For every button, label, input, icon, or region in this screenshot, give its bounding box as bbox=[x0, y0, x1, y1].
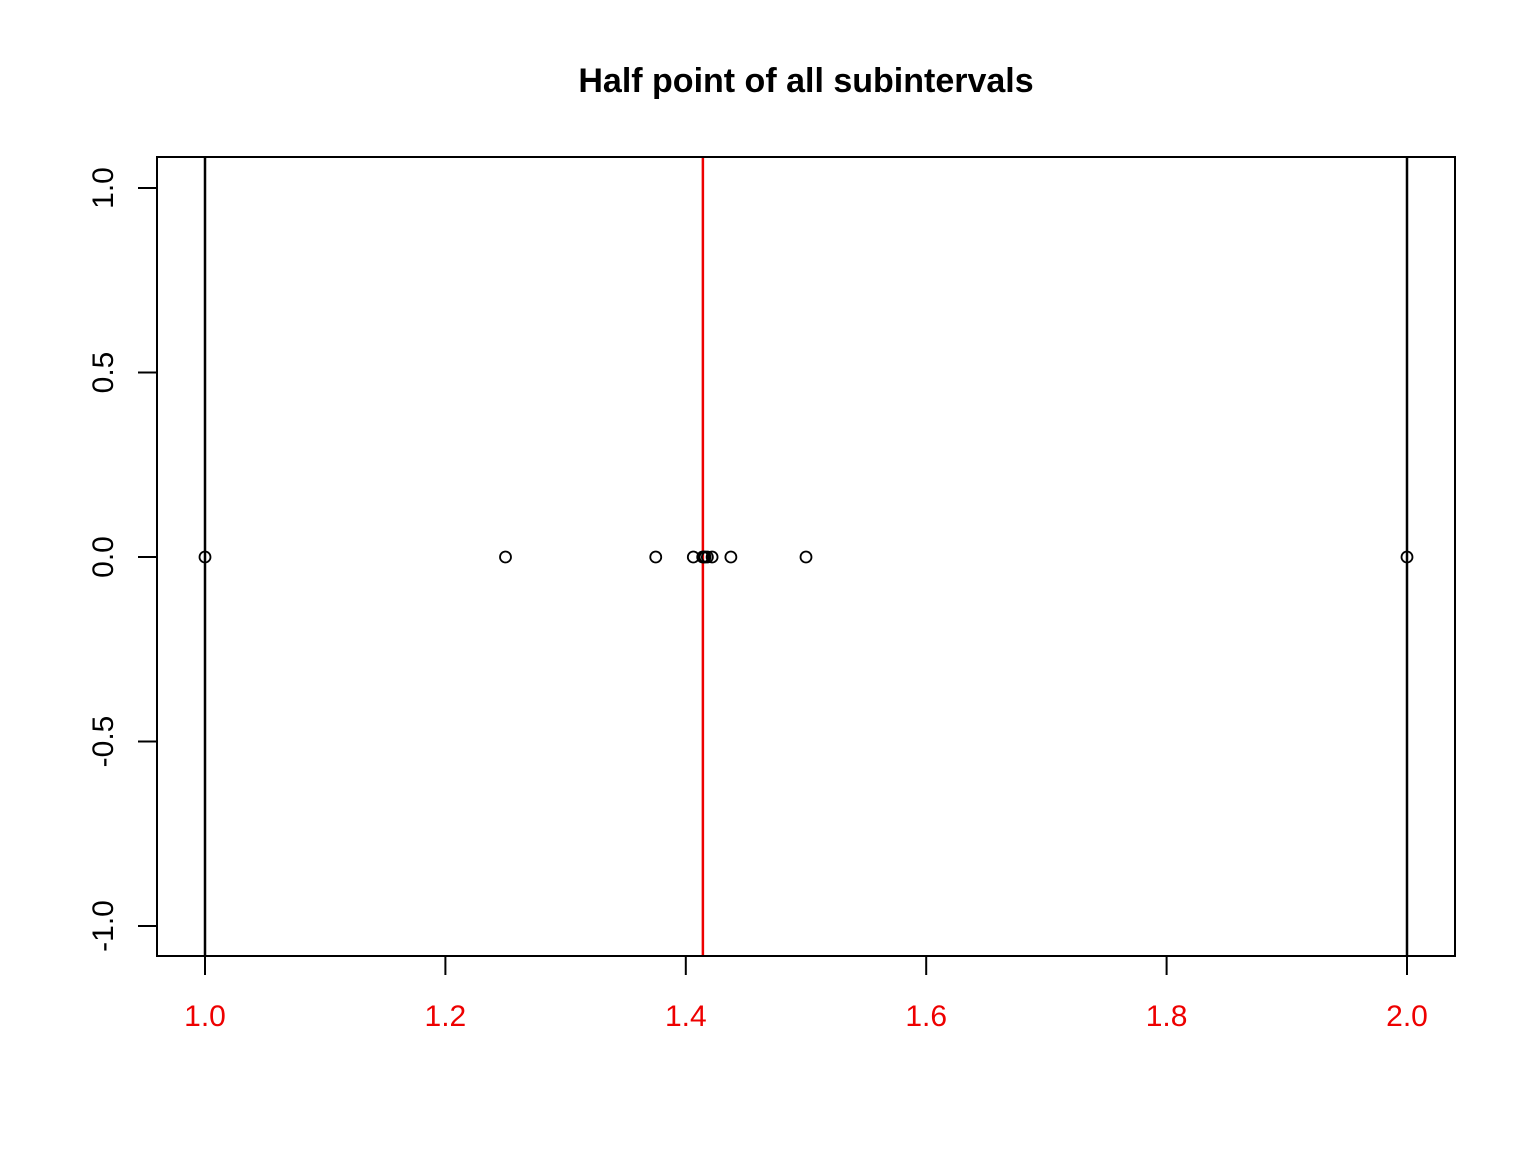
x-tick-label-2: 1.4 bbox=[665, 1000, 707, 1033]
x-tick-label-1: 1.2 bbox=[425, 1000, 467, 1033]
data-point-3 bbox=[499, 550, 512, 564]
points-layer bbox=[198, 550, 1414, 564]
data-point-1 bbox=[1400, 550, 1414, 564]
y-axis: -1.0 -0.5 0.0 0.5 1.0 bbox=[87, 167, 158, 952]
reference-lines-layer bbox=[203, 157, 1409, 956]
x-tick-label-0: 1.0 bbox=[184, 1000, 226, 1033]
data-point-11 bbox=[697, 550, 711, 564]
data-point-5 bbox=[724, 550, 738, 564]
data-point-0 bbox=[198, 550, 212, 564]
data-point-7 bbox=[705, 550, 719, 564]
y-tick-label-1: -0.5 bbox=[87, 716, 120, 768]
y-tick-label-4: 1.0 bbox=[87, 167, 120, 209]
y-tick-label-0: -1.0 bbox=[87, 900, 120, 952]
data-point-2 bbox=[799, 550, 813, 564]
x-tick-label-5: 2.0 bbox=[1386, 1000, 1428, 1033]
y-tick-label-2: 0.0 bbox=[87, 536, 120, 578]
plot-box bbox=[156, 156, 1456, 957]
x-tick-label-4: 1.8 bbox=[1146, 1000, 1188, 1033]
x-axis: 1.0 1.2 1.4 1.6 1.8 2.0 bbox=[184, 955, 1428, 1033]
chart-title: Half point of all subintervals bbox=[578, 62, 1033, 100]
y-tick-label-3: 0.5 bbox=[87, 352, 120, 394]
data-point-4 bbox=[649, 550, 663, 564]
x-tick-label-3: 1.6 bbox=[905, 1000, 947, 1033]
